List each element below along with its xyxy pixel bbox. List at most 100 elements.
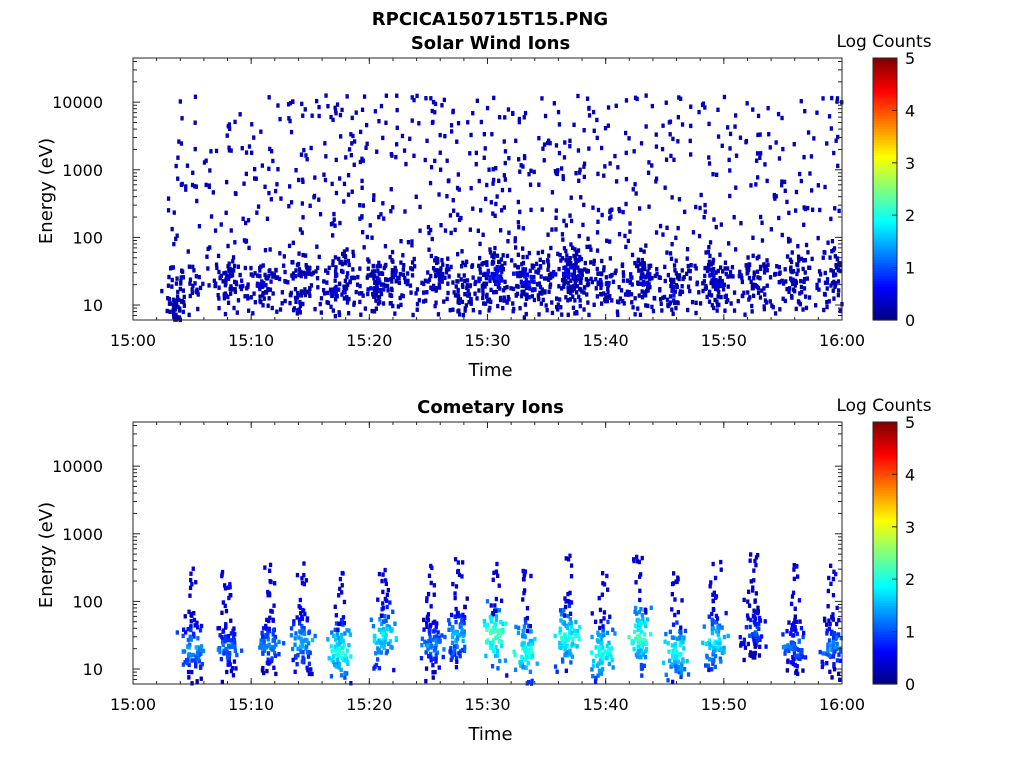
heatmap-cell — [561, 659, 565, 664]
heatmap-cell — [537, 296, 541, 302]
heatmap-cell — [799, 284, 804, 290]
heatmap-cell — [796, 653, 800, 658]
heatmap-cell — [233, 240, 237, 245]
heatmap-cell — [481, 261, 485, 266]
heatmap-cell — [223, 603, 227, 609]
heatmap-cell — [518, 273, 523, 279]
heatmap-cell — [693, 263, 697, 269]
heatmap-cell — [233, 289, 237, 294]
heatmap-cell — [272, 628, 276, 633]
heatmap-cell — [517, 116, 521, 122]
heatmap-cell — [569, 278, 573, 283]
heatmap-cell — [381, 638, 385, 643]
heatmap-cell — [794, 280, 798, 285]
colorbar-tick-label: 4 — [905, 465, 915, 484]
heatmap-cell — [749, 552, 753, 557]
colorbar-segment — [873, 204, 897, 208]
colorbar-segment — [873, 610, 897, 614]
heatmap-cell — [719, 646, 724, 651]
heatmap-cell — [564, 265, 568, 270]
heatmap-cell — [607, 280, 611, 286]
heatmap-cell — [834, 262, 838, 268]
colorbar-segment — [873, 118, 897, 122]
heatmap-cell — [447, 267, 451, 272]
heatmap-cell — [498, 658, 502, 664]
heatmap-cell — [282, 641, 286, 646]
heatmap-cell — [590, 667, 594, 672]
heatmap-cell — [465, 596, 469, 601]
heatmap-cell — [188, 642, 192, 648]
heatmap-cell — [384, 120, 388, 125]
heatmap-cell — [426, 591, 431, 597]
heatmap-cell — [503, 160, 507, 166]
heatmap-cell — [673, 300, 677, 306]
heatmap-cell — [714, 224, 718, 230]
heatmap-cell — [647, 274, 652, 280]
heatmap-cell — [521, 665, 525, 670]
heatmap-cell — [641, 641, 645, 646]
heatmap-cell — [540, 96, 544, 101]
heatmap-cell — [221, 642, 225, 647]
heatmap-cell — [189, 577, 193, 583]
heatmap-cell — [734, 113, 738, 118]
heatmap-cell — [396, 275, 400, 281]
heatmap-cell — [375, 149, 379, 154]
heatmap-cell — [194, 274, 198, 279]
heatmap-cell — [785, 199, 789, 205]
heatmap-cell — [711, 561, 715, 567]
heatmap-cell — [198, 628, 203, 633]
heatmap-cell — [166, 208, 171, 213]
heatmap-cell — [194, 657, 198, 662]
heatmap-cell — [293, 274, 298, 279]
heatmap-cell — [680, 661, 684, 666]
heatmap-cell — [633, 260, 637, 266]
heatmap-cell — [592, 658, 596, 664]
colorbar-segment — [873, 432, 897, 436]
heatmap-cell — [714, 653, 718, 659]
heatmap-cell — [787, 648, 791, 654]
colorbar-segment — [873, 175, 897, 180]
heatmap-cell — [528, 286, 532, 291]
heatmap-cell — [339, 640, 343, 645]
heatmap-cell — [271, 632, 275, 637]
heatmap-cell — [564, 258, 568, 263]
heatmap-cell — [830, 675, 834, 680]
heatmap-cell — [800, 290, 804, 295]
heatmap-cell — [644, 275, 648, 280]
heatmap-cell — [541, 146, 545, 151]
heatmap-cell — [299, 152, 304, 157]
heatmap-cell — [332, 217, 336, 222]
heatmap-cell — [827, 299, 831, 304]
heatmap-cell — [329, 114, 333, 120]
heatmap-cell — [799, 99, 803, 104]
heatmap-cell — [195, 287, 199, 292]
heatmap-cell — [217, 305, 221, 311]
heatmap-cell — [360, 178, 364, 184]
heatmap-cell — [267, 166, 271, 171]
heatmap-cell — [409, 290, 413, 295]
heatmap-cell — [826, 645, 830, 650]
heatmap-cell — [616, 165, 620, 170]
heatmap-cell — [193, 184, 197, 189]
heatmap-cell — [198, 285, 203, 291]
heatmap-cell — [578, 286, 582, 292]
heatmap-cell — [434, 652, 438, 658]
heatmap-cell — [429, 655, 433, 660]
heatmap-cell — [487, 308, 491, 313]
x-tick-label: 15:20 — [346, 331, 392, 350]
heatmap-cell — [540, 291, 544, 296]
heatmap-cell — [457, 187, 461, 192]
heatmap-cell — [674, 258, 678, 263]
colorbar-segment — [873, 68, 897, 72]
heatmap-cell — [167, 274, 171, 280]
heatmap-cell — [181, 662, 185, 667]
heatmap-cell — [564, 248, 568, 254]
heatmap-cell — [633, 629, 637, 635]
heatmap-cell — [453, 557, 458, 562]
heatmap-cell — [676, 577, 680, 582]
heatmap-cell — [568, 611, 573, 616]
heatmap-cell — [338, 112, 343, 118]
heatmap-cell — [482, 281, 486, 286]
heatmap-cell — [624, 244, 628, 250]
heatmap-cell — [820, 664, 824, 670]
